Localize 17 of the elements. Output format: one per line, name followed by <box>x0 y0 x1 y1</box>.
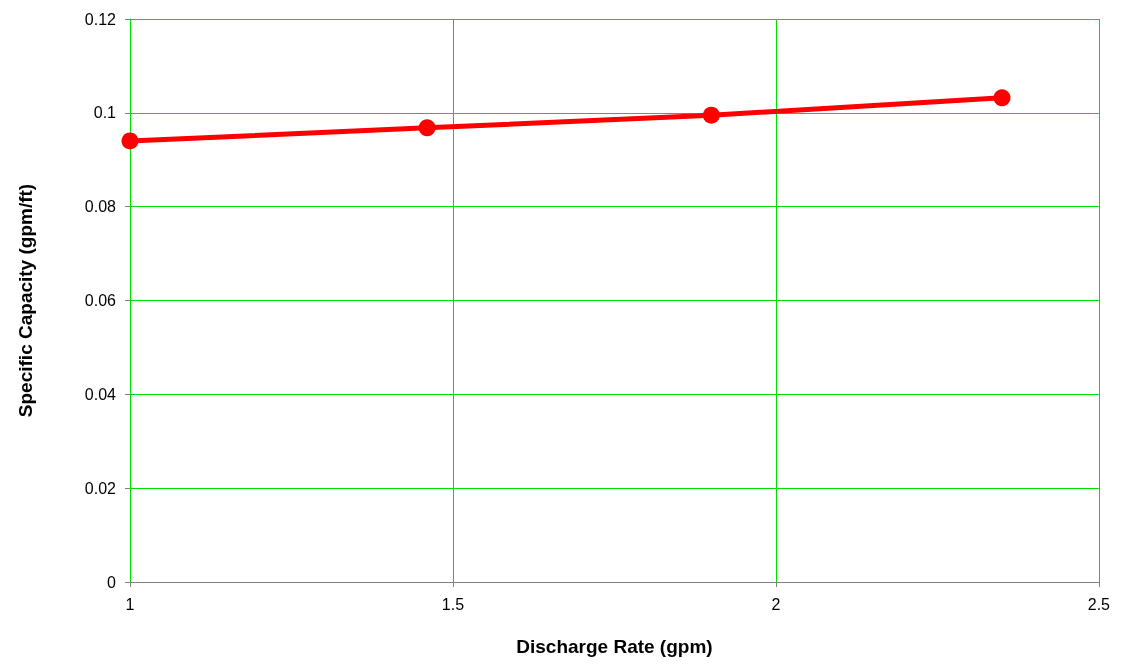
point <box>702 106 720 124</box>
point <box>993 89 1011 107</box>
y-tick-label: 0.1 <box>93 104 117 122</box>
y-tick-label: 0.04 <box>84 385 117 403</box>
y-tick-label: 0.12 <box>84 10 117 28</box>
y-tick-label: 0.08 <box>84 198 117 216</box>
point <box>121 132 139 150</box>
y-tick-label: 0.06 <box>84 292 117 309</box>
x-tick-label: 1 <box>125 595 135 613</box>
y-tick-label: 0 <box>107 573 117 591</box>
x-tick-label: 2 <box>771 595 781 613</box>
x-tick-label: 2.5 <box>1087 595 1111 613</box>
y-axis-title: Specific Capacity (gpm/ft) <box>15 183 36 418</box>
x-axis-title: Discharge Rate (gpm) <box>516 636 713 657</box>
point <box>418 119 436 137</box>
y-tick-label: 0.02 <box>84 479 117 497</box>
x-tick-label: 1.5 <box>441 595 465 613</box>
